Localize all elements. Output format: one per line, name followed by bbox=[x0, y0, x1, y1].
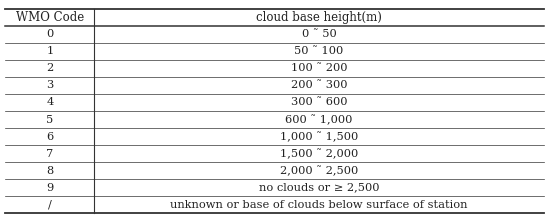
Text: 6: 6 bbox=[46, 131, 53, 142]
Text: 2,000 ˜ 2,500: 2,000 ˜ 2,500 bbox=[280, 165, 358, 176]
Text: WMO Code: WMO Code bbox=[16, 11, 84, 24]
Text: 0: 0 bbox=[46, 29, 53, 40]
Text: 300 ˜ 600: 300 ˜ 600 bbox=[290, 97, 347, 107]
Text: cloud base height(m): cloud base height(m) bbox=[256, 11, 382, 24]
Text: 7: 7 bbox=[46, 149, 53, 159]
Text: no clouds or ≥ 2,500: no clouds or ≥ 2,500 bbox=[259, 182, 379, 193]
Text: 50 ˜ 100: 50 ˜ 100 bbox=[294, 46, 344, 56]
Text: 1,500 ˜ 2,000: 1,500 ˜ 2,000 bbox=[280, 148, 358, 159]
Text: 1: 1 bbox=[46, 46, 53, 56]
Text: 4: 4 bbox=[46, 97, 53, 107]
Text: 8: 8 bbox=[46, 166, 53, 176]
Text: 5: 5 bbox=[46, 115, 53, 125]
Text: 600 ˜ 1,000: 600 ˜ 1,000 bbox=[285, 114, 352, 125]
Text: 3: 3 bbox=[46, 80, 53, 91]
Text: 0 ˜ 50: 0 ˜ 50 bbox=[301, 29, 336, 40]
Text: 2: 2 bbox=[46, 63, 53, 73]
Text: 200 ˜ 300: 200 ˜ 300 bbox=[290, 80, 347, 91]
Text: 100 ˜ 200: 100 ˜ 200 bbox=[290, 63, 347, 73]
Text: /: / bbox=[48, 200, 52, 210]
Text: 9: 9 bbox=[46, 182, 53, 193]
Text: 1,000 ˜ 1,500: 1,000 ˜ 1,500 bbox=[280, 131, 358, 142]
Text: unknown or base of clouds below surface of station: unknown or base of clouds below surface … bbox=[170, 200, 468, 210]
